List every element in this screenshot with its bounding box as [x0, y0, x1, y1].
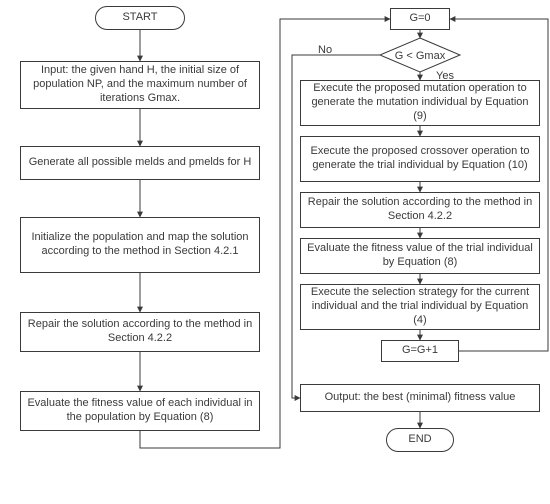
label: Generate all possible melds and pmelds f…: [29, 156, 252, 170]
node-repair-right: Repair the solution according to the met…: [300, 192, 540, 228]
label: Execute the proposed mutation operation …: [307, 82, 533, 123]
node-end: END: [386, 428, 454, 452]
node-repair-left: Repair the solution according to the met…: [20, 312, 260, 352]
node-gpp: G=G+1: [381, 340, 459, 362]
label: Repair the solution according to the met…: [307, 196, 533, 224]
label: Evaluate the fitness value of the trial …: [307, 242, 533, 270]
node-output: Output: the best (minimal) fitness value: [300, 384, 540, 412]
label: START: [122, 11, 157, 25]
label: Repair the solution according to the met…: [27, 318, 253, 346]
label: Output: the best (minimal) fitness value: [325, 391, 516, 405]
label: Execute the selection strategy for the c…: [307, 286, 533, 327]
label: Evaluate the fitness value of each indiv…: [27, 397, 253, 425]
label: Execute the proposed crossover operation…: [307, 145, 533, 173]
node-eval-left: Evaluate the fitness value of each indiv…: [20, 391, 260, 431]
node-selection: Execute the selection strategy for the c…: [300, 284, 540, 330]
node-init: Initialize the population and map the so…: [20, 217, 260, 273]
label: END: [408, 433, 431, 447]
node-crossover: Execute the proposed crossover operation…: [300, 136, 540, 182]
edge-label: Yes: [436, 70, 454, 82]
node-start: START: [95, 6, 185, 30]
svg-text:G < Gmax: G < Gmax: [395, 50, 446, 62]
label: Input: the given hand H, the initial siz…: [27, 64, 253, 105]
node-g0: G=0: [390, 8, 450, 30]
node-mutation: Execute the proposed mutation operation …: [300, 80, 540, 126]
node-input: Input: the given hand H, the initial siz…: [20, 61, 260, 109]
node-eval-right: Evaluate the fitness value of the trial …: [300, 238, 540, 274]
label: G=G+1: [402, 344, 438, 358]
label: G=0: [409, 12, 430, 26]
edge-label: No: [318, 44, 332, 56]
node-gen: Generate all possible melds and pmelds f…: [20, 146, 260, 180]
label: Initialize the population and map the so…: [27, 231, 253, 259]
